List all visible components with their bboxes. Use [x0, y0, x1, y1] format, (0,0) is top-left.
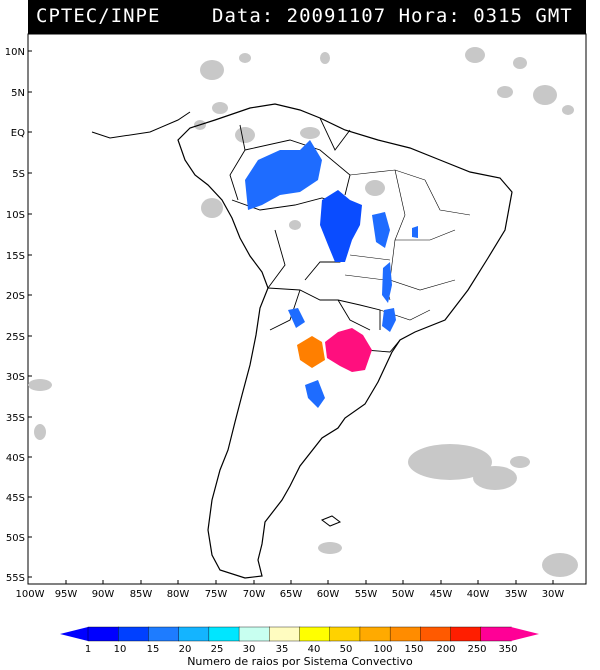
- legend-swatch: [208, 626, 240, 642]
- system-goias: [372, 212, 390, 248]
- lon-label: 45W: [430, 589, 453, 600]
- cloud-cover: [28, 47, 578, 577]
- lon-labels: 100W 95W 90W 85W 80W 75W 70W 65W 60W 55W…: [16, 589, 565, 600]
- system-chaco: [297, 336, 325, 368]
- lat-label: 25S: [6, 332, 25, 343]
- legend-swatch: [269, 626, 301, 642]
- legend-tick: 25: [211, 644, 224, 655]
- lat-label: 10S: [6, 210, 25, 221]
- legend-tick: 15: [147, 644, 160, 655]
- lon-label: 50W: [392, 589, 415, 600]
- title-bar: CPTEC/INPE Data: 20091107 Hora: 0315 GMT: [28, 0, 586, 34]
- lon-label: 100W: [16, 589, 45, 600]
- legend-tick: 40: [308, 644, 321, 655]
- legend-swatch: [118, 626, 150, 642]
- legend-tick: 30: [243, 644, 256, 655]
- legend-tick: 50: [340, 644, 353, 655]
- system-argentina-central: [305, 380, 325, 408]
- falklands-outline: [320, 515, 342, 527]
- map-frame: [27, 33, 587, 585]
- legend-swatches: [87, 626, 512, 642]
- lon-label: 55W: [355, 589, 378, 600]
- lon-label: 75W: [205, 589, 228, 600]
- legend-swatch: [450, 626, 482, 642]
- lon-label: 60W: [317, 589, 340, 600]
- datetime-label: Data: 20091107 Hora: 0315 GMT: [212, 5, 573, 27]
- legend-arrow-right: [511, 627, 539, 641]
- lat-ticks: [28, 50, 32, 578]
- legend-ticks: 1 10 15 20 25 30 35 40 50 100 150 200 25…: [85, 644, 518, 655]
- legend-tick: 250: [467, 644, 486, 655]
- legend-swatch: [87, 626, 119, 642]
- lon-label: 85W: [130, 589, 153, 600]
- legend-swatch: [238, 626, 270, 642]
- system-bahia: [412, 226, 418, 238]
- legend-tick: 20: [179, 644, 192, 655]
- state-borders: [344, 169, 471, 321]
- central-america-outline: [91, 111, 191, 139]
- south-america-outline: [177, 103, 513, 579]
- lat-label: 40S: [6, 453, 25, 464]
- lat-label: 5N: [11, 88, 25, 99]
- legend: 1 10 15 20 25 30 35 40 50 100 150 200 25…: [60, 626, 539, 668]
- lat-label: 30S: [6, 372, 25, 383]
- legend-tick: 200: [436, 644, 455, 655]
- legend-swatch: [359, 626, 391, 642]
- system-argentina-north: [288, 308, 305, 328]
- lat-label: 55S: [6, 573, 25, 584]
- legend-swatch: [389, 626, 422, 642]
- source-label: CPTEC/INPE: [36, 5, 161, 27]
- lon-label: 70W: [243, 589, 266, 600]
- legend-tick: 350: [498, 644, 517, 655]
- system-amazon-west: [245, 140, 322, 210]
- legend-swatch: [148, 626, 180, 642]
- lat-label: 15S: [6, 251, 25, 262]
- lon-label: 90W: [92, 589, 115, 600]
- system-paraguay-misiones: [325, 328, 372, 372]
- legend-arrow-left: [60, 627, 88, 641]
- lon-ticks: [27, 580, 554, 584]
- lat-label: 5S: [12, 169, 25, 180]
- lat-label: 10N: [5, 47, 25, 58]
- lon-label: 35W: [505, 589, 528, 600]
- lat-label: 20S: [6, 291, 25, 302]
- lat-label: EQ: [11, 128, 25, 139]
- legend-tick: 1: [85, 644, 91, 655]
- lat-label: 50S: [6, 533, 25, 544]
- legend-swatch: [299, 626, 331, 642]
- legend-tick: 150: [404, 644, 423, 655]
- lon-label: 65W: [280, 589, 303, 600]
- system-mg-south: [382, 262, 392, 303]
- system-mato-grosso: [320, 190, 362, 262]
- lat-label: 35S: [6, 413, 25, 424]
- lon-label: 95W: [55, 589, 78, 600]
- lon-label: 80W: [167, 589, 190, 600]
- legend-title: Numero de raios por Sistema Convectivo: [187, 655, 413, 668]
- legend-swatch: [480, 626, 512, 642]
- lon-label: 30W: [542, 589, 565, 600]
- legend-tick: 10: [114, 644, 127, 655]
- legend-swatch: [329, 626, 361, 642]
- legend-swatch: [420, 626, 452, 642]
- lat-label: 45S: [6, 493, 25, 504]
- convective-systems: [245, 140, 418, 408]
- legend-tick: 35: [276, 644, 289, 655]
- legend-swatch: [178, 626, 210, 642]
- legend-tick: 100: [373, 644, 392, 655]
- lon-label: 40W: [467, 589, 490, 600]
- system-parana: [382, 308, 396, 332]
- lat-labels: 10N 5N EQ 5S 10S 15S 20S 25S 30S 35S 40S…: [5, 47, 25, 584]
